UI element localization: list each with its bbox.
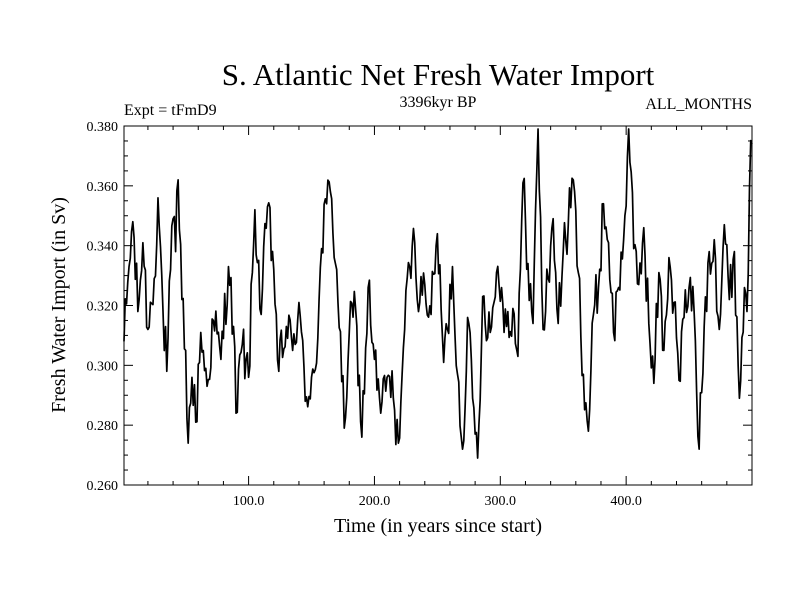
x-tick-label: 200.0 bbox=[359, 494, 391, 509]
y-tick-label: 0.340 bbox=[87, 240, 119, 255]
axis-ticks: 100.0 200.0 300.0 400.0 0.260 0.280 0.300 0.320… bbox=[87, 120, 752, 509]
y-tick-label: 0.360 bbox=[87, 180, 119, 195]
x-axis-label: Time (in years since start) bbox=[334, 515, 542, 537]
x-tick-label: 100.0 bbox=[233, 494, 265, 509]
x-tick-label: 400.0 bbox=[610, 494, 642, 509]
y-tick-label: 0.320 bbox=[87, 300, 119, 315]
months-label: ALL_MONTHS bbox=[645, 96, 752, 113]
y-tick-label: 0.380 bbox=[87, 120, 119, 135]
x-tick-label: 300.0 bbox=[485, 494, 517, 509]
time-label: 3396kyr BP bbox=[400, 94, 477, 111]
chart-title: S. Atlantic Net Fresh Water Import bbox=[222, 57, 655, 92]
y-axis-label: Fresh Water Import (in Sv) bbox=[48, 197, 70, 413]
y-tick-label: 0.260 bbox=[87, 479, 119, 494]
fresh-water-series-line bbox=[123, 128, 753, 459]
y-tick-label: 0.300 bbox=[87, 359, 119, 374]
experiment-label: Expt = tFmD9 bbox=[124, 102, 217, 119]
y-tick-label: 0.280 bbox=[87, 419, 119, 434]
data-series bbox=[123, 128, 753, 459]
plot-frame bbox=[123, 125, 753, 486]
